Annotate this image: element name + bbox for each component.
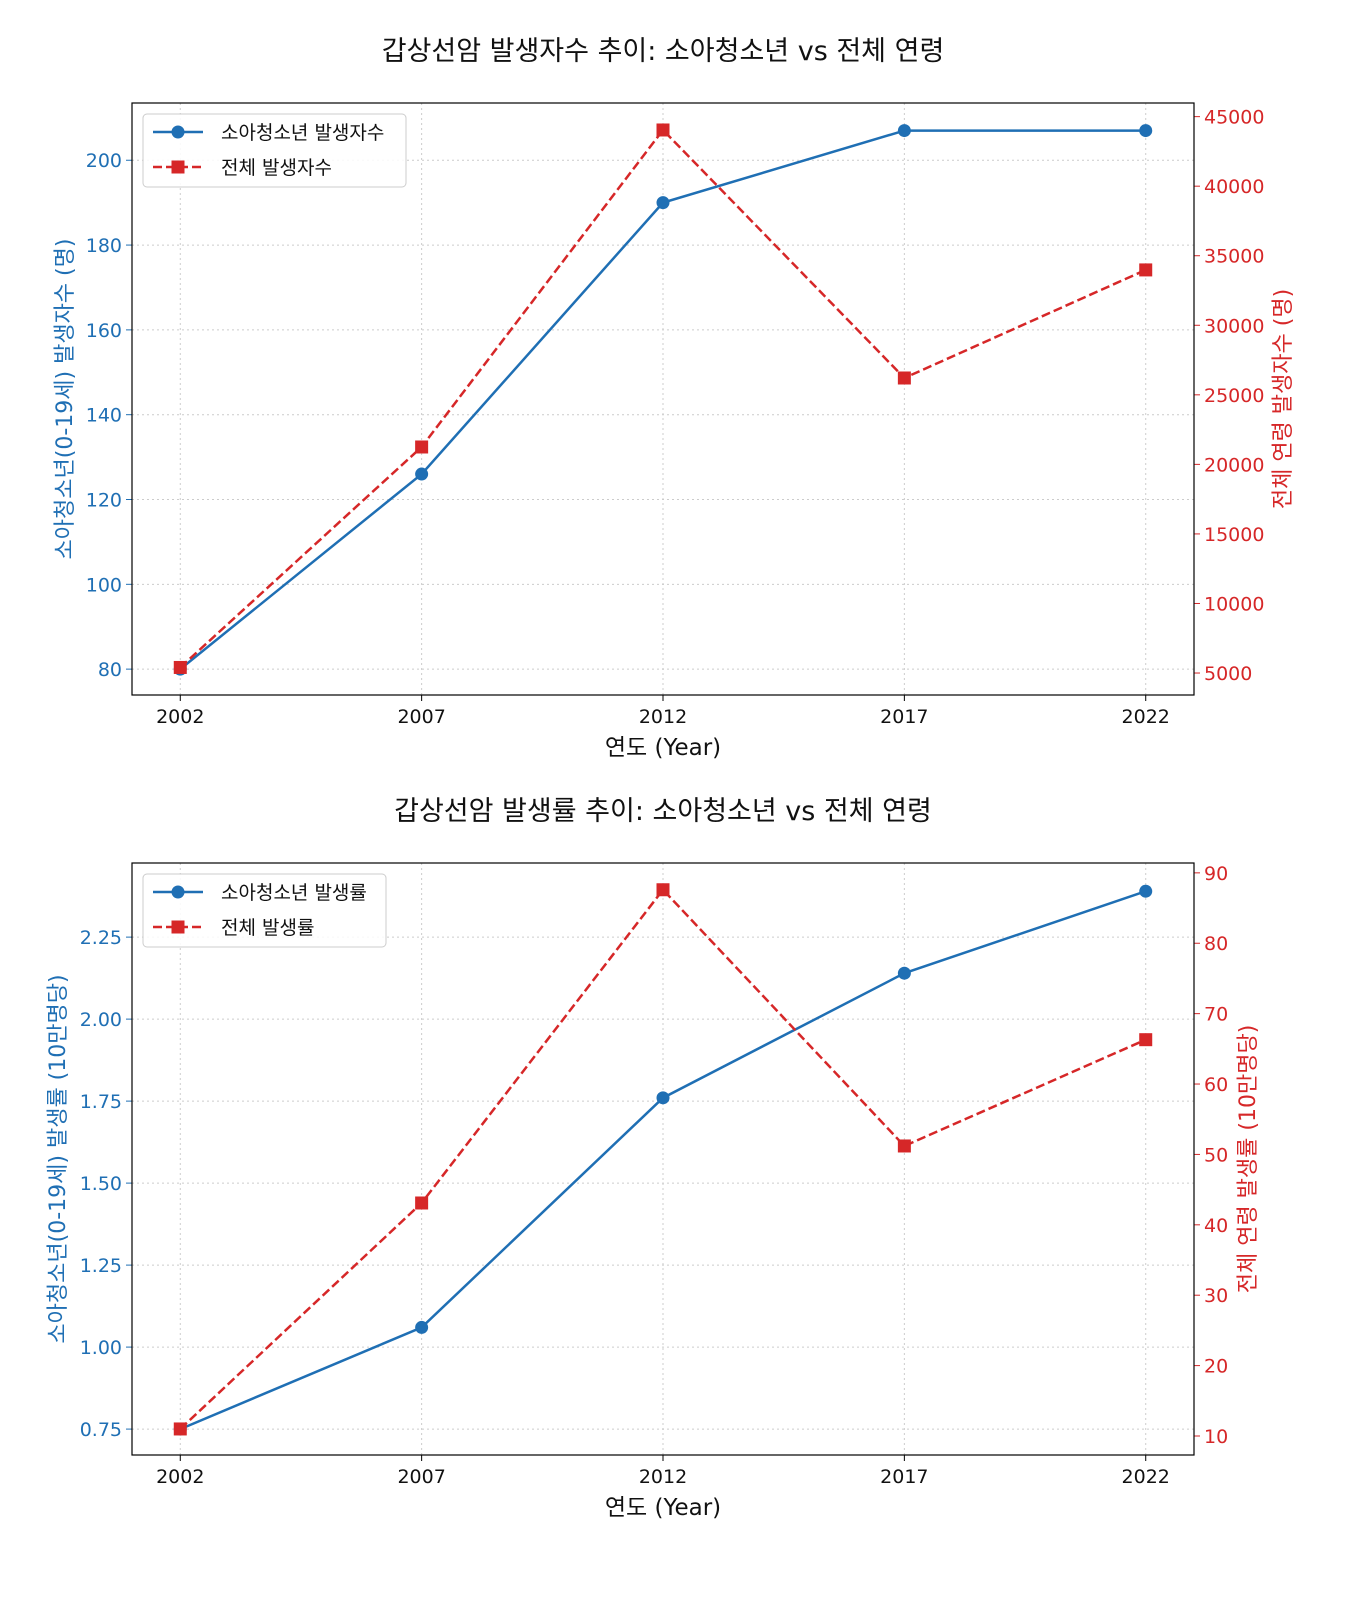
y2-tick-label: 10000	[1204, 593, 1264, 615]
chart-1: 갑상선암 발생자수 추이: 소아청소년 vs 전체 연령 2002 2007 2012…	[53, 36, 1296, 761]
legend-box	[142, 873, 387, 948]
chart-title: 갑상선암 발생자수 추이: 소아청소년 vs 전체 연령	[382, 36, 945, 67]
y-tick-label: 80	[98, 659, 122, 681]
y2-tick-label: 80	[1204, 933, 1228, 955]
y2-tick-label: 10	[1204, 1426, 1228, 1448]
plot-frame	[131, 102, 1195, 696]
legend-label: 소아청소년 발생률	[221, 882, 367, 904]
series-line	[179, 887, 1147, 1430]
y-tick-label: 100	[86, 574, 122, 596]
data-point	[1139, 884, 1153, 898]
x-tick-label: 2017	[880, 706, 928, 728]
y-axis-label: 소아청소년(0-19세) 발생률 (10만명당)	[46, 974, 71, 1343]
y-tick-label: 1.00	[80, 1337, 122, 1359]
series-line	[179, 128, 1147, 669]
data-point	[415, 440, 429, 454]
data-point	[656, 123, 670, 137]
data-point	[897, 1139, 911, 1153]
y-tick-label: 0.75	[80, 1419, 122, 1441]
y2-tick-label: 45000	[1204, 107, 1264, 129]
x-tick-label: 2007	[397, 706, 445, 728]
y2-tick-label: 60	[1204, 1074, 1228, 1096]
data-point	[897, 124, 911, 138]
legend-marker	[171, 920, 185, 934]
y-tick-label: 180	[86, 235, 122, 257]
data-point	[415, 1320, 429, 1334]
data-point	[415, 1196, 429, 1210]
y-axis-label: 소아청소년(0-19세) 발생자수 (명)	[53, 239, 78, 560]
data-point	[1139, 124, 1153, 138]
x-tick-label: 2007	[397, 1466, 445, 1488]
x-tick-label: 2012	[639, 1466, 687, 1488]
y-tick-label: 2.00	[80, 1009, 122, 1031]
legend-marker	[171, 885, 185, 899]
chart-2: 갑상선암 발생률 추이: 소아청소년 vs 전체 연령 2002 2007 2012 2…	[46, 796, 1261, 1521]
legend-box	[142, 113, 407, 188]
legend-label: 전체 발생률	[221, 917, 314, 939]
x-tick-label: 2002	[156, 1466, 204, 1488]
data-point	[897, 371, 911, 385]
y-tick-label: 1.25	[80, 1255, 122, 1277]
y2-axis-label: 전체 연령 발생자수 (명)	[1271, 289, 1296, 509]
legend-marker	[171, 125, 185, 139]
y-tick-label: 120	[86, 490, 122, 512]
data-point	[173, 1422, 187, 1436]
x-axis-label: 연도 (Year)	[605, 1495, 721, 1521]
y2-tick-label: 35000	[1204, 246, 1264, 268]
y2-tick-label: 15000	[1204, 524, 1264, 546]
x-tick-label: 2002	[156, 706, 204, 728]
data-point	[656, 196, 670, 210]
legend-marker	[171, 160, 185, 174]
y2-tick-label: 40	[1204, 1215, 1228, 1237]
y-tick-label: 140	[86, 405, 122, 427]
y-tick-label: 1.75	[80, 1091, 122, 1113]
y2-tick-label: 25000	[1204, 385, 1264, 407]
y2-tick-label: 5000	[1204, 663, 1252, 685]
y2-tick-label: 20000	[1204, 454, 1264, 476]
chart-title: 갑상선암 발생률 추이: 소아청소년 vs 전체 연령	[394, 796, 932, 827]
data-point	[415, 467, 429, 481]
y-tick-label: 200	[86, 150, 122, 172]
data-point	[656, 883, 670, 897]
y2-tick-label: 40000	[1204, 176, 1264, 198]
legend-label: 전체 발생자수	[221, 157, 332, 179]
y2-tick-label: 20	[1204, 1356, 1228, 1378]
data-point	[656, 1091, 670, 1105]
y-tick-label: 2.25	[80, 927, 122, 949]
y-tick-label: 160	[86, 320, 122, 342]
y2-tick-label: 70	[1204, 1004, 1228, 1026]
y2-tick-label: 90	[1204, 863, 1228, 885]
y2-axis-label: 전체 연령 발생률 (10만명당)	[1236, 1025, 1261, 1294]
legend-label: 소아청소년 발생자수	[221, 122, 384, 144]
data-point	[897, 966, 911, 980]
x-tick-label: 2022	[1122, 706, 1170, 728]
y2-tick-label: 50	[1204, 1144, 1228, 1166]
y-tick-label: 1.50	[80, 1173, 122, 1195]
y2-tick-label: 30	[1204, 1285, 1228, 1307]
y2-tick-label: 30000	[1204, 315, 1264, 337]
x-tick-label: 2012	[639, 706, 687, 728]
data-point	[1139, 263, 1153, 277]
data-point	[173, 660, 187, 674]
x-tick-label: 2022	[1122, 1466, 1170, 1488]
x-tick-label: 2017	[880, 1466, 928, 1488]
data-point	[1139, 1033, 1153, 1047]
plot-frame	[131, 862, 1195, 1456]
x-axis-label: 연도 (Year)	[605, 735, 721, 761]
